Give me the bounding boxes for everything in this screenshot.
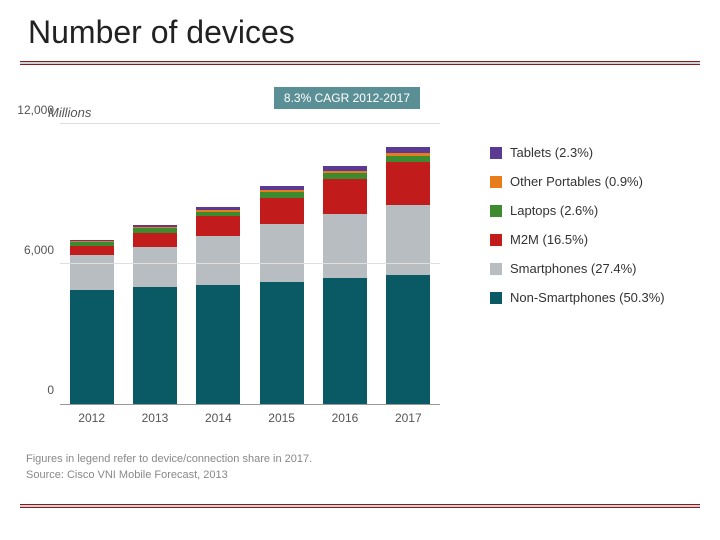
bar-segment (386, 205, 430, 275)
bar (323, 166, 367, 404)
bar-segment (196, 285, 240, 404)
bar (196, 207, 240, 404)
legend: Tablets (2.3%) Other Portables (0.9%) Lapt… (490, 145, 665, 425)
legend-item: Tablets (2.3%) (490, 145, 665, 160)
x-tick-label: 2015 (260, 411, 304, 425)
y-tick-label: 12,000 (14, 103, 54, 117)
page-title: Number of devices (28, 14, 700, 51)
bar-segment (196, 236, 240, 285)
legend-swatch (490, 176, 502, 188)
footnote: Figures in legend refer to device/connec… (26, 453, 700, 465)
bar-segment (70, 246, 114, 255)
legend-swatch (490, 205, 502, 217)
chart-area: Millions 8.3% CAGR 2012-2017 06,00012,00… (20, 75, 460, 425)
footnote: Source: Cisco VNI Mobile Forecast, 2013 (26, 469, 700, 481)
content-row: Millions 8.3% CAGR 2012-2017 06,00012,00… (20, 75, 700, 425)
gridline (60, 263, 440, 264)
legend-label: M2M (16.5%) (510, 232, 588, 247)
x-tick-label: 2016 (323, 411, 367, 425)
legend-swatch (490, 147, 502, 159)
legend-label: Other Portables (0.9%) (510, 174, 643, 189)
legend-label: Smartphones (27.4%) (510, 261, 636, 276)
title-rule-outer (20, 61, 700, 65)
chart-plot: 06,00012,000 (60, 125, 440, 405)
bar-segment (323, 179, 367, 214)
bar (70, 240, 114, 404)
bar-segment (133, 233, 177, 247)
legend-item: Other Portables (0.9%) (490, 174, 665, 189)
title-rule-inner (20, 62, 700, 64)
bar-segment (386, 162, 430, 204)
bottom-rule (20, 494, 700, 508)
legend-label: Non-Smartphones (50.3%) (510, 290, 665, 305)
x-tick-label: 2017 (386, 411, 430, 425)
cagr-badge: 8.3% CAGR 2012-2017 (274, 87, 420, 109)
y-tick-label: 0 (14, 383, 54, 397)
title-rule-outer (20, 504, 700, 508)
bar-segment (196, 216, 240, 236)
bar (133, 225, 177, 404)
title-rule-inner (20, 505, 700, 507)
x-tick-label: 2014 (196, 411, 240, 425)
gridline (60, 123, 440, 124)
bar (260, 186, 304, 404)
legend-item: Laptops (2.6%) (490, 203, 665, 218)
legend-label: Tablets (2.3%) (510, 145, 593, 160)
slide: Number of devices Millions 8.3% CAGR 201… (0, 0, 720, 540)
bar-segment (260, 224, 304, 281)
legend-item: Non-Smartphones (50.3%) (490, 290, 665, 305)
bar-segment (70, 255, 114, 290)
bar-segment (386, 275, 430, 404)
x-axis-labels: 2012 2013 2014 2015 2016 2017 (60, 411, 440, 425)
footnotes: Figures in legend refer to device/connec… (26, 453, 700, 481)
bar-segment (260, 282, 304, 405)
legend-swatch (490, 234, 502, 246)
legend-item: Smartphones (27.4%) (490, 261, 665, 276)
x-tick-label: 2013 (133, 411, 177, 425)
y-tick-label: 6,000 (14, 243, 54, 257)
bar-segment (323, 214, 367, 278)
bar-segment (260, 198, 304, 225)
bar-segment (386, 156, 430, 163)
bar-segment (323, 278, 367, 404)
legend-label: Laptops (2.6%) (510, 203, 598, 218)
bars-container (60, 125, 440, 404)
y-axis-label: Millions (48, 105, 91, 120)
bar-segment (133, 287, 177, 404)
x-tick-label: 2012 (70, 411, 114, 425)
bar-segment (70, 290, 114, 404)
bar (386, 147, 430, 404)
legend-swatch (490, 263, 502, 275)
legend-item: M2M (16.5%) (490, 232, 665, 247)
legend-swatch (490, 292, 502, 304)
bar-segment (133, 247, 177, 288)
